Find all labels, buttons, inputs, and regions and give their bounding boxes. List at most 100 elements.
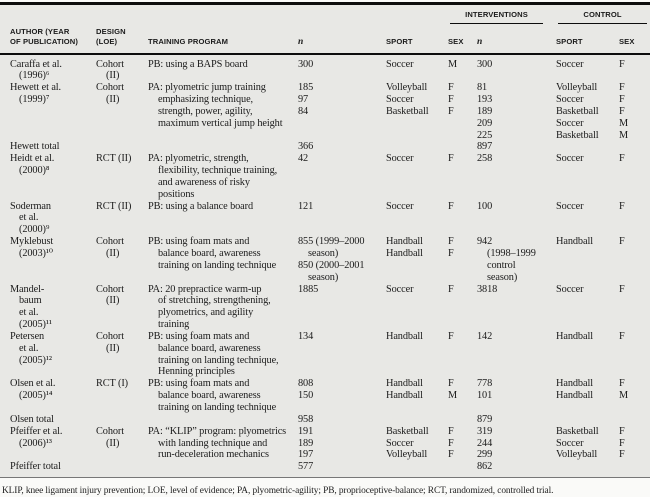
cell-sex-intervention: F: [448, 283, 454, 295]
cell-author: (1996)⁶: [19, 70, 50, 82]
cell-sex-intervention: F: [448, 248, 454, 259]
cell-n-intervention: [298, 177, 386, 189]
cell-sex-intervention: [448, 343, 477, 355]
cell-sport-control: [556, 319, 619, 331]
cell-design: RCT (II): [96, 200, 132, 212]
cell-n-control: 897: [477, 141, 493, 153]
cell-sport-intervention: [386, 366, 448, 378]
cell-design: RCT (I): [96, 378, 129, 390]
cell-sex-control: F: [619, 82, 625, 94]
cell-n-control: 225: [477, 129, 493, 141]
cell-sport-intervention: [386, 272, 448, 284]
cell-sport-intervention: Soccer: [386, 200, 414, 212]
cell-n-intervention: 958: [298, 413, 314, 425]
cell-sport-intervention: [386, 260, 448, 272]
table-row: and awareness of risky: [0, 177, 650, 189]
sport-control-column-header: SPORT: [556, 36, 583, 46]
cell-sex-control: [619, 70, 650, 82]
cell-design: [96, 355, 148, 367]
cell-program: run-deceleration mechanics: [158, 449, 269, 461]
cell-author: [0, 449, 96, 461]
cell-sex-intervention: [448, 402, 477, 414]
cell-sport-intervention: Soccer: [386, 58, 414, 70]
table-row: (2005)¹² training on landing technique,: [0, 355, 650, 367]
cell-sex-intervention: [448, 165, 477, 177]
top-rule: [0, 2, 650, 5]
cell-sex-control: M: [619, 390, 629, 402]
cell-n-intervention: [298, 165, 386, 177]
cell-n-control: 81: [477, 82, 488, 94]
cell-n-intervention: 808: [298, 378, 314, 390]
cell-sport-intervention: [386, 189, 448, 201]
cell-author: Mandel-: [10, 283, 45, 295]
cell-n-intervention: [298, 118, 386, 130]
cell-author: Pfeiffer total: [10, 461, 61, 473]
cell-sex-control: F: [619, 105, 625, 117]
cell-author: Olsen et al.: [10, 378, 56, 390]
cell-sport-intervention: [386, 70, 448, 82]
cell-sport-control: [556, 295, 619, 307]
cell-n-control: 100: [477, 200, 493, 212]
cell-n-intervention: [298, 366, 386, 378]
cell-sport-control: [556, 248, 619, 260]
study-table: INTERVENTIONS CONTROL AUTHOR (YEAR OF PUB…: [0, 5, 650, 474]
cell-sex-intervention: [448, 70, 477, 82]
cell-n-intervention: [298, 307, 386, 319]
cell-sport-intervention: [386, 224, 448, 236]
cell-sport-intervention: [386, 355, 448, 367]
cell-sex-control: [619, 343, 650, 355]
cell-sex-intervention: [448, 118, 477, 130]
cell-sex-intervention: [448, 414, 477, 426]
cell-sex-intervention: [448, 355, 477, 367]
cell-design: [96, 319, 148, 331]
cell-sport-control: Soccer: [556, 58, 584, 70]
cell-design: RCT (II): [96, 153, 132, 165]
cell-sex-intervention: [448, 295, 477, 307]
cell-sport-intervention: [386, 319, 448, 331]
cell-sport-control: [556, 272, 619, 284]
table-row: 225 Basketball M: [0, 130, 650, 142]
table-row: Petersen Cohort PB: using foam mats and 134…: [0, 331, 650, 343]
cell-author: et al.: [19, 342, 39, 354]
cell-n-control: 142: [477, 330, 493, 342]
cell-sport-control: [556, 212, 619, 224]
cell-n-control: [477, 343, 556, 355]
cell-author: (2003)¹⁰: [19, 248, 53, 259]
cell-n-intervention: season): [308, 271, 339, 283]
cell-n-control: 300: [477, 58, 493, 70]
cell-sex-control: F: [619, 94, 625, 106]
table-row: (2000)⁸ flexibility, technique training,: [0, 165, 650, 177]
cell-sport-control: Basketball: [556, 425, 599, 437]
table-row: Olsen et al. RCT (I) PB: using foam mats a…: [0, 378, 650, 390]
cell-sport-control: [556, 355, 619, 367]
cell-sex-control: [619, 366, 650, 378]
cell-sex-control: [619, 177, 650, 189]
cell-program: of stretching, strengthening,: [158, 295, 271, 307]
cell-sport-intervention: Handball: [386, 390, 423, 402]
cell-design: [96, 366, 148, 378]
cell-program: balance board, awareness: [158, 342, 261, 354]
cell-sex-control: F: [619, 437, 625, 449]
cell-program: PB: using foam mats and: [148, 330, 250, 342]
cell-sport-intervention: [386, 118, 448, 130]
cell-sex-control: F: [619, 425, 625, 437]
cell-sport-intervention: Handball: [386, 330, 423, 342]
cell-sex-control: [619, 272, 650, 284]
cell-sport-intervention: Soccer: [386, 94, 414, 106]
cell-program: flexibility, technique training,: [158, 165, 278, 177]
cell-program: PB: using a balance board: [148, 200, 254, 212]
cell-program: [148, 461, 298, 473]
cell-n-intervention: 300: [298, 58, 314, 70]
cell-author: Hewett total: [10, 141, 60, 153]
cell-sex-control: M: [619, 117, 629, 129]
table-row: Myklebust Cohort PB: using foam mats and 85…: [0, 236, 650, 248]
cell-program: and awareness of risky: [158, 176, 250, 188]
table-row: Hewett total 366 897: [0, 141, 650, 153]
cell-program: [148, 212, 298, 224]
sex-intervention-column-header: SEX: [448, 36, 464, 46]
cell-design: [96, 177, 148, 189]
cell-sex-control: F: [619, 378, 625, 390]
cell-author: (2005)¹²: [19, 354, 52, 366]
table-row: Mandel- Cohort PA: 20 prepractice warm-up 1…: [0, 284, 650, 296]
cell-n-intervention: [298, 343, 386, 355]
